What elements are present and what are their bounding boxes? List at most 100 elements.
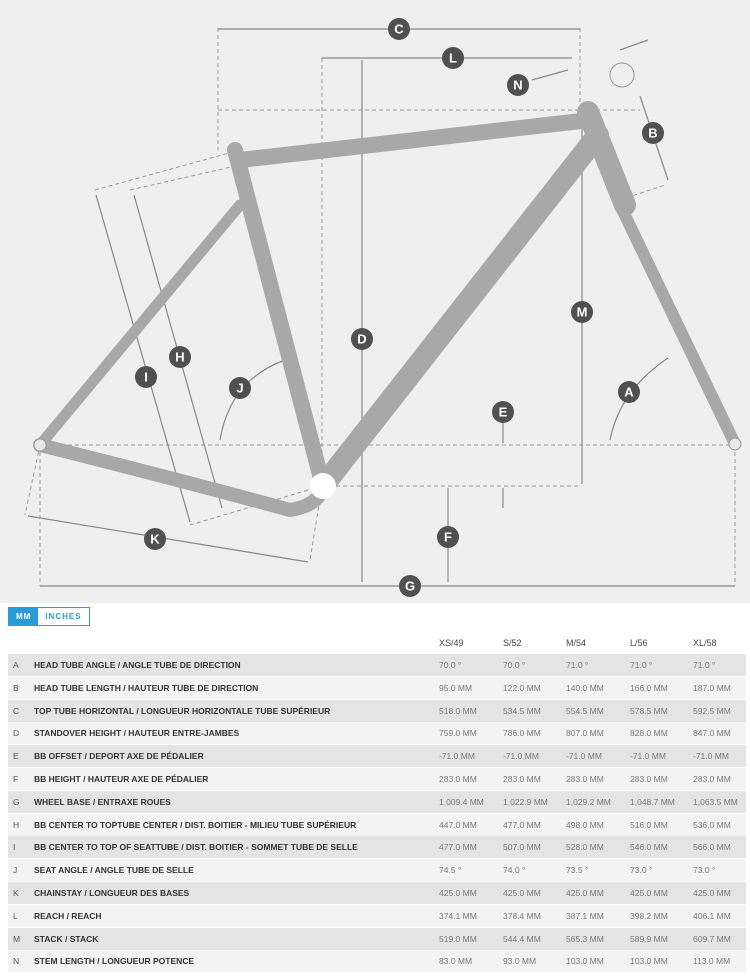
row-value: 103.0 MM <box>630 956 668 967</box>
row-letter: M <box>13 933 21 944</box>
dimension-letter: K <box>150 532 160 547</box>
row-value: -71.0 MM <box>693 751 729 762</box>
table-row: F BB HEIGHT / HAUTEUR AXE DE PÉDALIER 283.… <box>8 768 746 790</box>
row-value: 477.0 MM <box>503 819 541 830</box>
row-value: 589.9 MM <box>630 933 668 944</box>
row-value: 74.5 ° <box>439 865 462 876</box>
row-value: 283.0 MM <box>439 774 477 784</box>
dimension-letter: H <box>175 350 184 365</box>
row-letter: B <box>13 682 19 693</box>
row-letter: A <box>13 660 19 670</box>
geometry-diagram: A B C D E F G H I J K L M N <box>0 0 750 603</box>
row-label: STACK / STACK <box>34 933 99 944</box>
row-value: 387.1 MM <box>566 910 604 921</box>
row-letter: E <box>13 751 19 762</box>
row-value: 759.0 MM <box>439 728 477 739</box>
row-value: 578.5 MM <box>630 705 668 716</box>
row-value: -71.0 MM <box>503 751 539 762</box>
row-value: 425.0 MM <box>630 888 668 898</box>
unit-mm-button[interactable]: MM <box>9 608 39 625</box>
unit-toggle[interactable]: MM INCHES <box>8 607 90 626</box>
row-value: 74.0 ° <box>503 865 526 876</box>
table-row: A HEAD TUBE ANGLE / ANGLE TUBE DE DIRECTI… <box>8 654 746 676</box>
row-value: 113.0 MM <box>693 956 731 967</box>
dimension-letter: A <box>624 385 634 400</box>
row-value: 73.5 ° <box>566 865 589 876</box>
row-value: 122.0 MM <box>503 682 541 693</box>
dimension-badge-j: J <box>229 377 251 399</box>
row-value: 406.1 MM <box>693 910 731 921</box>
row-value: 73.0 ° <box>693 865 716 876</box>
dimension-letter: N <box>513 78 522 93</box>
dimension-badge-f: F <box>437 526 459 548</box>
row-value: 592.5 MM <box>693 705 731 716</box>
row-value: 166.0 MM <box>630 682 668 693</box>
unit-inches-button[interactable]: INCHES <box>38 608 89 625</box>
size-header: XL/58 <box>693 638 717 648</box>
table-row: J SEAT ANGLE / ANGLE TUBE DE SELLE 74.5 ° 7… <box>8 859 746 882</box>
row-value: -71.0 MM <box>630 751 666 762</box>
dimension-letter: L <box>449 51 457 66</box>
table-row: I BB CENTER TO TOP OF SEATTUBE / DIST. BO… <box>8 836 746 859</box>
row-label: SEAT ANGLE / ANGLE TUBE DE SELLE <box>34 865 194 876</box>
row-value: 83.0 MM <box>439 956 473 967</box>
table-row: E BB OFFSET / DEPORT AXE DE PÉDALIER -71.0… <box>8 745 746 768</box>
row-value: 95.0 MM <box>439 682 473 693</box>
row-value: -71.0 MM <box>439 751 475 762</box>
row-value: 283.0 MM <box>566 774 604 784</box>
row-value: 73.0 ° <box>630 865 653 876</box>
row-value: 398.2 MM <box>630 910 668 921</box>
row-value: 71.0 ° <box>693 660 716 670</box>
row-letter: N <box>13 956 20 967</box>
row-value: 1,009.4 MM <box>439 796 484 807</box>
row-value: 425.0 MM <box>439 888 477 898</box>
dimension-letter: B <box>648 126 657 141</box>
table-row: N STEM LENGTH / LONGUEUR POTENCE 83.0 MM 93… <box>8 950 746 973</box>
row-letter: C <box>13 705 20 716</box>
row-value: 828.0 MM <box>630 728 668 739</box>
row-value: 70.0 ° <box>503 660 526 670</box>
dimension-badge-b: B <box>642 122 664 144</box>
row-value: 71.0 ° <box>566 660 589 670</box>
row-value: 283.0 MM <box>693 774 731 784</box>
row-value: 283.0 MM <box>630 774 668 784</box>
row-value: 546.0 MM <box>630 842 668 853</box>
dimension-badge-d: D <box>351 328 373 350</box>
row-letter: L <box>13 910 18 921</box>
row-letter: K <box>13 888 19 898</box>
row-label: BB HEIGHT / HAUTEUR AXE DE PÉDALIER <box>34 774 209 784</box>
table-row: K CHAINSTAY / LONGUEUR DES BASES 425.0 MM 4… <box>8 882 746 904</box>
row-value: 374.1 MM <box>439 910 477 921</box>
dimension-letter: J <box>236 381 243 396</box>
row-value: 786.0 MM <box>503 728 541 739</box>
dimension-badge-k: K <box>144 528 166 550</box>
row-value: 71.0 ° <box>630 660 653 670</box>
row-letter: I <box>13 842 16 853</box>
dimension-badge-m: M <box>571 301 593 323</box>
row-value: 566.0 MM <box>693 842 731 853</box>
dimension-badge-n: N <box>507 74 529 96</box>
row-label: TOP TUBE HORIZONTAL / LONGUEUR HORIZONTA… <box>34 705 331 716</box>
dimension-badge-g: G <box>399 575 421 597</box>
row-value: 565.3 MM <box>566 933 604 944</box>
row-label: REACH / REACH <box>34 910 102 921</box>
dimension-letter: M <box>577 305 588 320</box>
dimension-badge-e: E <box>492 401 514 423</box>
row-letter: D <box>13 728 20 739</box>
row-label: BB CENTER TO TOP OF SEATTUBE / DIST. BOI… <box>34 842 358 853</box>
row-value: 187.0 MM <box>693 682 731 693</box>
row-value: 498.0 MM <box>566 819 604 830</box>
dimension-letter: C <box>394 22 404 37</box>
row-letter: F <box>13 774 19 784</box>
dimension-letter: F <box>444 530 452 545</box>
dimension-letter: E <box>499 405 508 420</box>
dimension-badge-i: I <box>135 366 157 388</box>
size-header: M/54 <box>566 638 587 648</box>
row-value: 477.0 MM <box>439 842 477 853</box>
row-value: 507.0 MM <box>503 842 541 853</box>
row-value: 1,022.9 MM <box>503 796 548 807</box>
table-row: C TOP TUBE HORIZONTAL / LONGUEUR HORIZONT… <box>8 699 746 722</box>
row-value: 283.0 MM <box>503 774 541 784</box>
row-label: CHAINSTAY / LONGUEUR DES BASES <box>34 888 190 898</box>
dimension-letter: D <box>357 332 366 347</box>
